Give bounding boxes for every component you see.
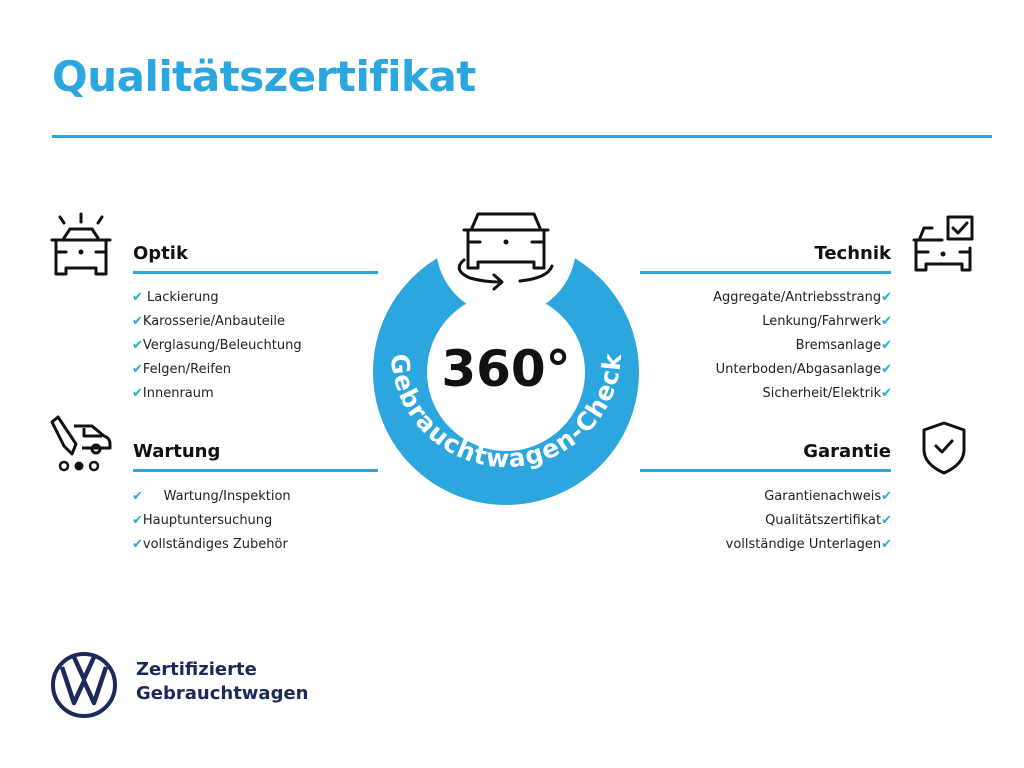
technik-list: Aggregate/Antriebsstrang✔ Lenkung/Fahrwe…	[713, 286, 892, 406]
section-divider	[133, 271, 378, 274]
shield-check-icon	[922, 421, 966, 475]
section-divider	[640, 469, 891, 472]
list-item: ✔ Wartung/Inspektion	[132, 489, 291, 504]
360-check-badge: Gebrauchtwagen-Check	[373, 200, 639, 505]
list-item: ✔Verglasung/Beleuchtung	[132, 338, 302, 353]
list-item: Qualitätszertifikat✔	[765, 513, 892, 528]
list-item: ✔Hauptuntersuchung	[132, 513, 273, 528]
list-item: Sicherheit/Elektrik✔	[762, 386, 892, 401]
360-label: 360°	[441, 340, 571, 398]
list-item: Bremsanlage✔	[795, 338, 892, 353]
list-item: ✔Felgen/Reifen	[132, 362, 232, 377]
optik-list: ✔ Lackierung ✔Karosserie/Anbauteile ✔Ver…	[132, 286, 302, 406]
service-car-icon	[50, 415, 112, 472]
list-item: Lenkung/Fahrwerk✔	[762, 314, 892, 329]
title-divider	[52, 135, 992, 138]
section-title-optik: Optik	[133, 243, 188, 264]
section-title-garantie: Garantie	[803, 441, 891, 462]
list-item: ✔Karosserie/Anbauteile	[132, 314, 285, 329]
brand-text: Zertifizierte Gebrauchtwagen	[136, 659, 309, 704]
list-item: Garantienachweis✔	[764, 489, 892, 504]
page-title: Qualitätszertifikat	[52, 52, 476, 101]
section-title-technik: Technik	[814, 243, 891, 264]
vw-logo	[51, 652, 117, 718]
list-item: ✔vollständiges Zubehör	[132, 537, 288, 552]
car-lights-icon	[50, 212, 112, 276]
list-item: Unterboden/Abgasanlage✔	[715, 362, 892, 377]
section-title-wartung: Wartung	[133, 441, 221, 462]
garantie-list: Garantienachweis✔ Qualitätszertifikat✔ v…	[726, 485, 892, 557]
section-divider	[640, 271, 891, 274]
list-item: ✔ Lackierung	[132, 290, 219, 305]
list-item: ✔Innenraum	[132, 386, 214, 401]
list-item: vollständige Unterlagen✔	[725, 537, 892, 552]
section-divider	[133, 469, 378, 472]
car-checkbox-icon	[912, 215, 974, 272]
car-rotate-icon	[457, 212, 554, 291]
wartung-list: ✔ Wartung/Inspektion ✔Hauptuntersuchung …	[132, 485, 291, 557]
list-item: Aggregate/Antriebsstrang✔	[713, 290, 892, 305]
